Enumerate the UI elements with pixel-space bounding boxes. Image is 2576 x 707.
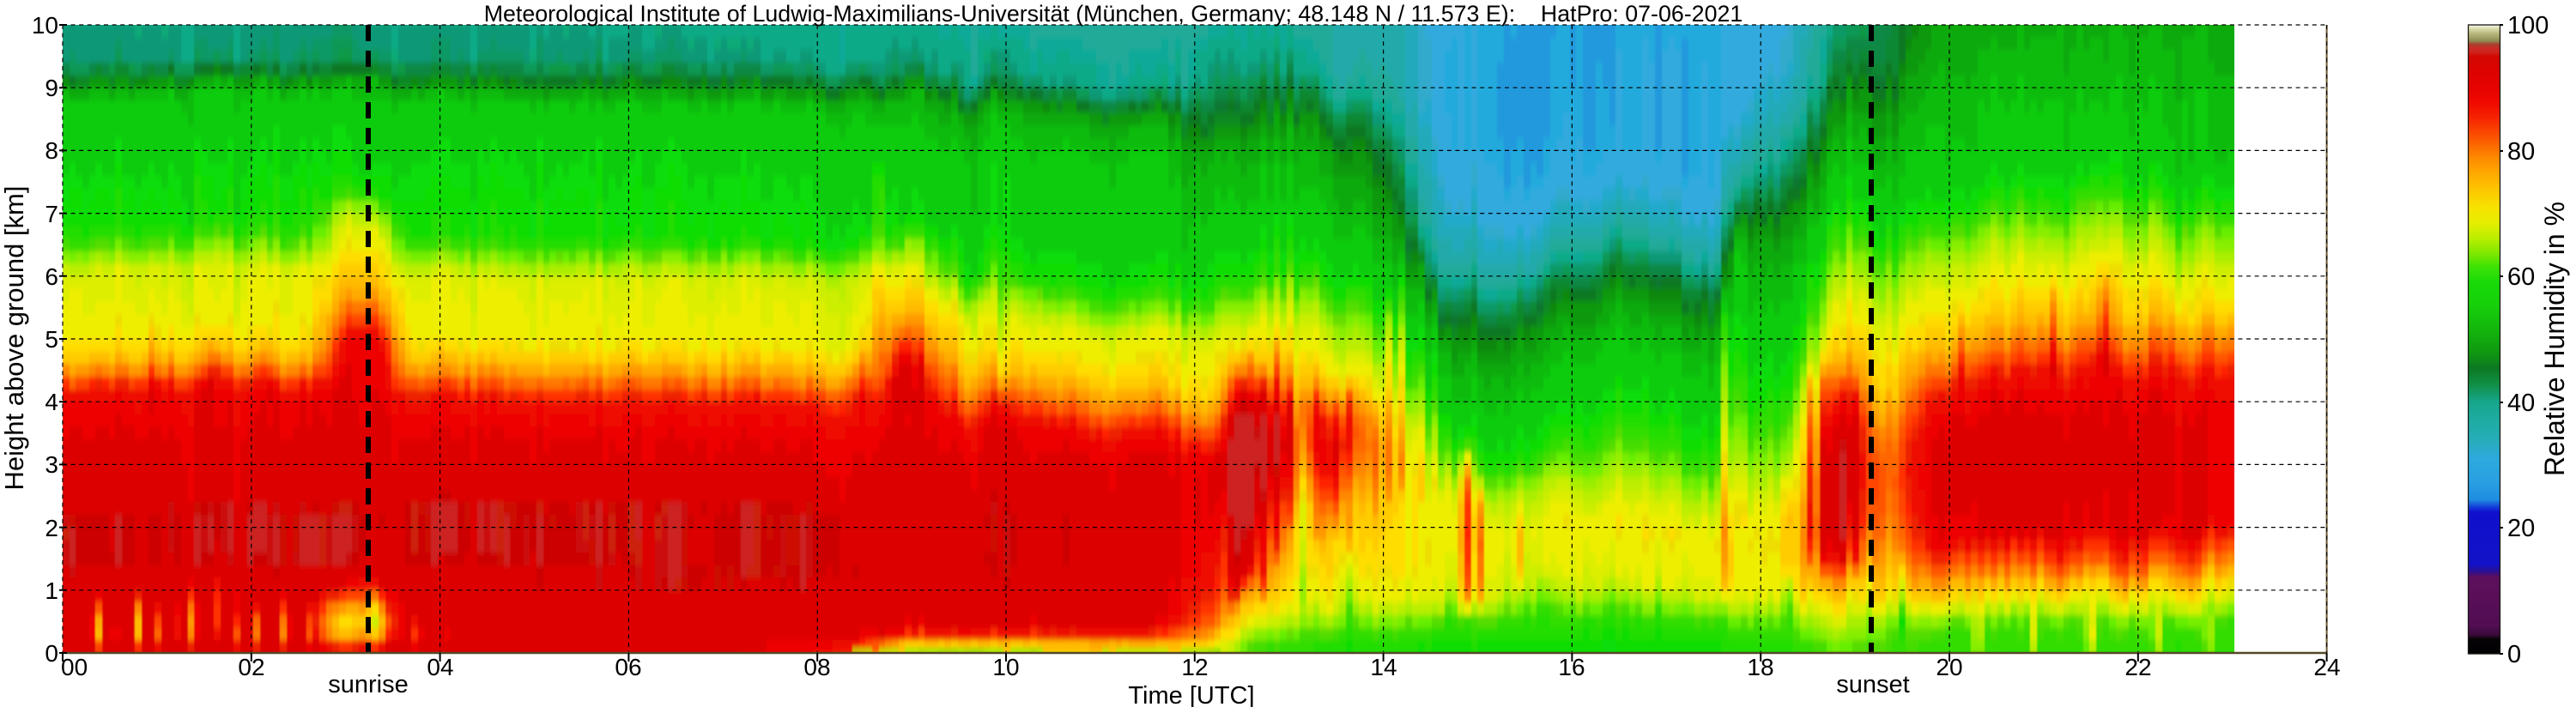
svg-text:20: 20	[1936, 654, 1962, 680]
svg-text:5: 5	[45, 326, 58, 353]
svg-text:12: 12	[1181, 654, 1208, 680]
svg-text:1: 1	[45, 577, 58, 604]
svg-text:80: 80	[2507, 138, 2535, 166]
svg-text:9: 9	[45, 75, 58, 101]
svg-text:08: 08	[803, 654, 830, 680]
svg-text:Meteorological Institute of Lu: Meteorological Institute of Ludwig-Maxim…	[484, 1, 1743, 27]
svg-text:60: 60	[2507, 263, 2535, 291]
svg-text:6: 6	[45, 263, 58, 290]
svg-text:8: 8	[45, 137, 58, 164]
svg-text:22: 22	[2124, 654, 2151, 680]
svg-text:7: 7	[45, 201, 58, 227]
svg-text:40: 40	[2507, 390, 2535, 417]
svg-text:4: 4	[45, 389, 58, 415]
svg-text:0: 0	[2507, 641, 2521, 668]
svg-text:10: 10	[32, 12, 58, 39]
svg-text:06: 06	[615, 654, 641, 680]
svg-text:00: 00	[61, 654, 88, 680]
svg-text:20: 20	[2507, 515, 2535, 542]
svg-text:sunset: sunset	[1836, 671, 1909, 698]
svg-text:04: 04	[427, 654, 453, 680]
svg-text:Relative Humidity in %: Relative Humidity in %	[2539, 202, 2570, 476]
svg-text:sunrise: sunrise	[328, 671, 409, 698]
svg-text:0: 0	[45, 640, 58, 667]
svg-text:Height above ground [km]: Height above ground [km]	[0, 186, 29, 491]
svg-text:18: 18	[1747, 654, 1773, 680]
svg-text:24: 24	[2313, 654, 2340, 680]
svg-text:16: 16	[1558, 654, 1585, 680]
svg-text:14: 14	[1370, 654, 1397, 680]
svg-text:100: 100	[2507, 12, 2549, 39]
svg-text:2: 2	[45, 515, 58, 541]
svg-text:3: 3	[45, 451, 58, 478]
svg-text:10: 10	[992, 654, 1019, 680]
svg-text:02: 02	[238, 654, 264, 680]
svg-text:Time [UTC]: Time [UTC]	[1128, 682, 1254, 707]
